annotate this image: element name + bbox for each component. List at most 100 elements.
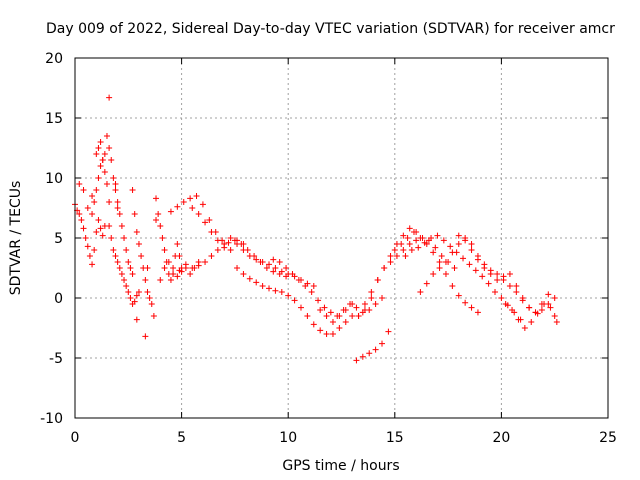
data-point [547,304,554,311]
data-point [349,301,356,307]
data-point [193,193,200,199]
data-point [353,357,360,364]
data-point [93,151,100,157]
data-point [430,271,437,277]
data-point [208,253,215,259]
data-point [494,277,501,283]
data-point [449,249,456,256]
data-point [551,295,558,301]
data-point [336,313,343,319]
data-point [428,235,435,241]
data-point [180,199,187,205]
data-point [434,232,441,239]
data-point [321,304,328,311]
data-point [283,265,290,271]
data-points [72,94,560,364]
data-point [515,316,522,323]
data-point [167,208,174,215]
data-point [227,247,234,253]
data-point [553,319,560,325]
data-point [440,237,447,244]
data-point [474,309,481,316]
x-tick-label: 25 [599,430,617,446]
data-point [289,271,296,277]
data-point [135,289,142,295]
data-point [161,247,168,253]
data-point [170,265,177,271]
data-point [131,211,138,217]
data-point [142,277,149,283]
data-point [506,271,513,277]
data-point [118,271,125,277]
data-point [138,253,145,259]
data-point [323,331,330,337]
data-point [372,301,379,307]
data-point [253,279,260,286]
data-point [500,273,507,280]
data-point [95,145,102,151]
data-point [442,259,449,265]
data-point [513,289,520,295]
data-point [93,229,100,235]
data-point [123,247,130,253]
data-point [398,241,405,247]
data-point [103,181,110,187]
data-point [270,256,277,263]
data-point [276,259,283,265]
data-point [97,163,104,169]
data-point [133,316,140,323]
data-point [144,265,151,271]
data-point [436,259,443,265]
data-point [451,265,458,271]
data-point [150,313,157,319]
data-point [366,350,373,357]
data-point [176,253,183,259]
data-point [372,346,379,353]
y-axis-label: SDTVAR / TECUs [8,181,24,296]
data-point [509,307,516,313]
data-point [263,265,270,271]
data-point [259,259,266,265]
data-point [89,193,96,199]
data-point [214,247,221,253]
data-point [110,247,117,253]
data-point [323,313,330,319]
data-point [468,247,475,253]
data-point [89,211,96,217]
series-arc-5 [270,256,386,319]
data-point [317,307,324,313]
data-point [449,283,456,289]
data-point [225,239,232,246]
data-point [430,249,437,256]
data-point [84,243,91,250]
data-point [206,217,213,223]
data-point [402,253,409,259]
data-point [99,157,106,163]
data-point [110,175,117,181]
data-point [234,265,241,271]
data-point [538,307,545,313]
data-point [353,304,360,311]
y-tick-label: -10 [40,411,63,427]
data-point [253,256,260,263]
data-point [91,199,98,205]
data-point [462,299,469,306]
grid [75,58,608,418]
data-point [415,244,422,251]
data-point [99,232,106,239]
data-point [157,277,164,283]
data-point [227,235,234,241]
series-arc-9 [391,229,481,316]
data-point [78,217,85,223]
data-point [368,289,375,295]
data-point [485,280,492,287]
data-point [82,235,89,241]
data-point [272,265,279,271]
data-point [479,273,486,280]
data-point [460,255,467,262]
data-point [385,328,392,335]
data-point [246,275,253,282]
chart-title: Day 009 of 2022, Sidereal Day-to-day VTE… [46,21,615,37]
